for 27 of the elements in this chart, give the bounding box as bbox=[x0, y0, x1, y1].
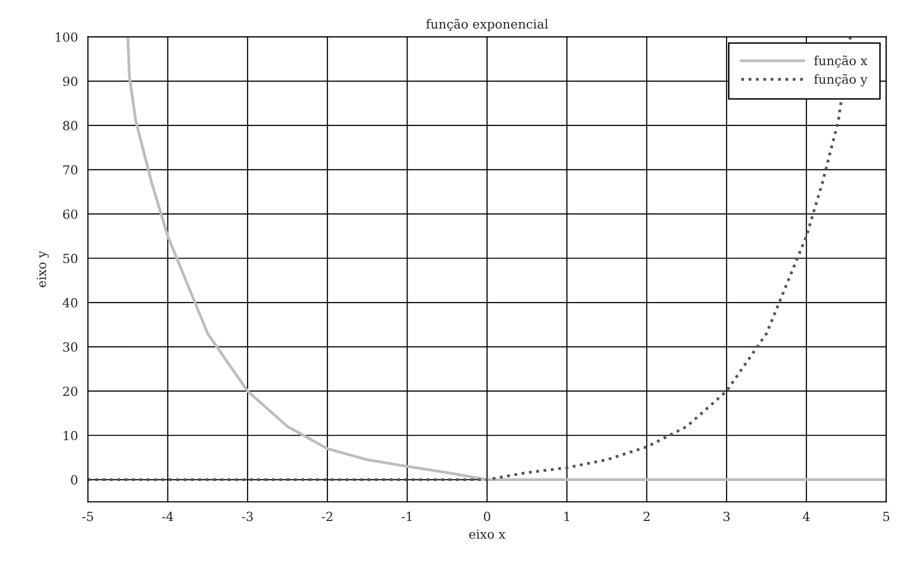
x-tick-label: 1 bbox=[564, 512, 570, 522]
y-tick-label: 60 bbox=[63, 209, 78, 219]
x-tick-label: 4 bbox=[802, 512, 810, 522]
x-tick-label: -3 bbox=[242, 512, 253, 522]
y-tick-label: 80 bbox=[63, 120, 78, 130]
y-tick-label: 50 bbox=[63, 254, 78, 264]
y-tick-label: 90 bbox=[63, 76, 78, 86]
y-tick-label: 30 bbox=[63, 342, 78, 352]
x-tick-label: 2 bbox=[644, 512, 650, 522]
x-tick-label: 0 bbox=[484, 512, 490, 522]
chart-title: função exponencial bbox=[426, 18, 548, 32]
y-tick-label: 40 bbox=[62, 298, 78, 308]
x-axis-title: eixo x bbox=[469, 529, 506, 539]
x-tick-label: -4 bbox=[162, 512, 174, 522]
y-tick-label: 100 bbox=[56, 32, 78, 42]
y-axis-title: eixo y bbox=[36, 250, 49, 288]
legend-label: função x bbox=[814, 55, 868, 68]
y-tick-label: 0 bbox=[71, 475, 78, 485]
y-tick-label: 20 bbox=[63, 386, 78, 396]
x-tick-label: -2 bbox=[322, 512, 332, 522]
x-tick-label: 3 bbox=[724, 512, 730, 522]
y-tick-label: 70 bbox=[63, 165, 78, 175]
x-tick-label: 5 bbox=[883, 512, 890, 522]
x-tick-label: -5 bbox=[82, 512, 94, 522]
y-tick-label: 10 bbox=[64, 430, 78, 440]
x-tick-label: -1 bbox=[402, 512, 412, 522]
legend-label: função y bbox=[814, 74, 868, 86]
